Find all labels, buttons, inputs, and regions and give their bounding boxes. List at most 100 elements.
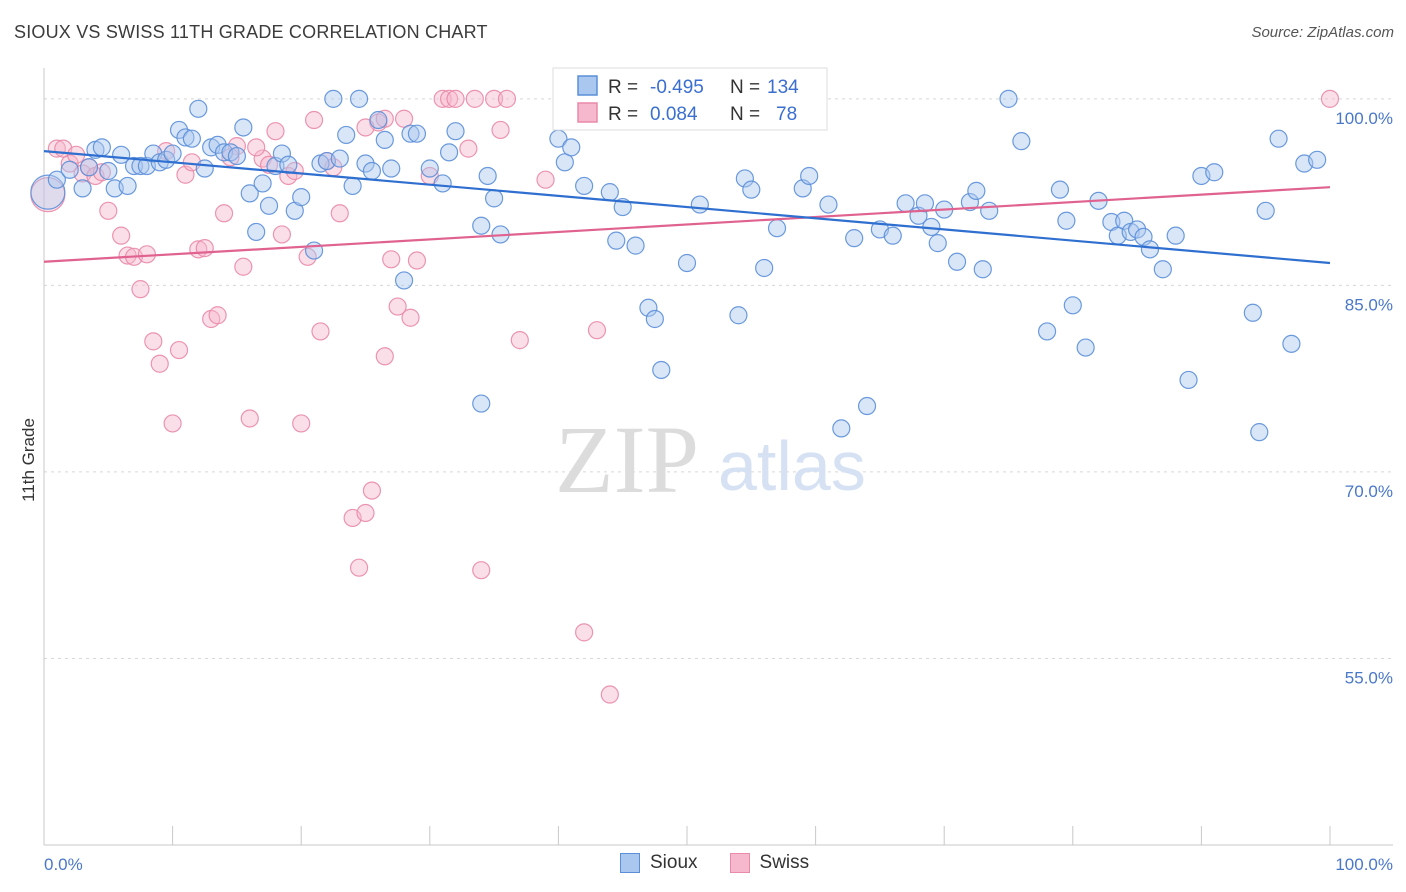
legend-swiss-n-label: N = [730, 104, 760, 125]
sioux-point [562, 138, 581, 157]
sioux-point [575, 176, 594, 196]
swiss-point [362, 481, 382, 500]
sioux-point [626, 236, 645, 255]
legend-item-swiss: Swiss [729, 852, 809, 874]
sioux-point [362, 161, 382, 181]
swiss-point [465, 89, 484, 108]
sioux-point [30, 174, 66, 210]
sioux-point [169, 120, 189, 140]
sioux-point [645, 309, 664, 329]
sioux-point [1256, 201, 1275, 220]
chart-source: Source: ZipAtlas.com [1251, 24, 1394, 41]
swiss-point [587, 321, 607, 340]
sioux-point [401, 124, 420, 143]
swiss-point [240, 409, 259, 428]
swiss-point [407, 251, 427, 270]
sioux-point [234, 118, 253, 137]
sioux-point [600, 183, 619, 202]
swiss-point [497, 89, 517, 108]
sioux-point [240, 184, 259, 203]
sioux-point [652, 360, 671, 380]
sioux-point [915, 194, 935, 213]
sioux-point [1153, 260, 1172, 279]
swiss-point [259, 155, 279, 174]
sioux-point [819, 195, 838, 214]
sioux-point [485, 189, 504, 208]
y-axis-title: 11th Grade [19, 418, 38, 502]
legend-sioux-r-value: -0.495 [650, 77, 704, 98]
swiss-point [112, 226, 131, 245]
watermark-atlas: atlas [718, 427, 866, 505]
swiss-point [1320, 89, 1340, 108]
swiss-point [137, 245, 156, 264]
swiss-trend-line [43, 186, 1331, 263]
swiss-point [208, 306, 227, 325]
swiss-point [472, 561, 491, 580]
sioux-point [832, 419, 851, 438]
swiss-point [214, 204, 234, 223]
swiss-point [163, 414, 182, 433]
swiss-point [311, 322, 330, 341]
swiss-point [401, 308, 420, 327]
sioux-point [1063, 296, 1082, 315]
sioux-point [857, 396, 877, 416]
legend-swiss-r-label: R = [608, 104, 638, 125]
sioux-points [30, 89, 1327, 442]
swiss-point [446, 89, 465, 108]
x-tick-label: 100.0% [1335, 855, 1393, 874]
x-tick-label: 0.0% [44, 855, 83, 874]
sioux-point [999, 89, 1018, 108]
sioux-point [607, 231, 626, 250]
sioux-point [279, 155, 298, 174]
sioux-point [767, 219, 787, 238]
swiss-point [99, 201, 118, 220]
swiss-point [485, 89, 504, 108]
legend-sioux-r-label: R = [608, 77, 638, 98]
y-tick-labels: 55.0% 70.0% 85.0% 100.0% [1335, 109, 1393, 688]
sioux-point [182, 129, 201, 148]
y-tick-label: 70.0% [1345, 482, 1393, 501]
swiss-swatch [729, 853, 750, 873]
sioux-point [292, 188, 311, 207]
y-tick-label: 100.0% [1335, 109, 1393, 128]
sioux-point [1050, 180, 1070, 199]
sioux-point [176, 128, 195, 147]
swiss-point [575, 623, 594, 642]
legend-sioux-swatch [577, 75, 598, 96]
sioux-swatch [620, 853, 640, 873]
sioux-point [47, 170, 66, 189]
sioux-point [163, 144, 182, 163]
sioux-point [729, 306, 748, 325]
sioux-point [420, 159, 439, 178]
swiss-points [30, 89, 1340, 704]
swiss-point [388, 297, 407, 316]
x-tick-labels: 0.0% 100.0% [44, 855, 1393, 874]
swiss-point [439, 89, 459, 108]
sioux-point [478, 166, 497, 186]
sioux-point [1166, 226, 1185, 245]
swiss-point [356, 503, 375, 523]
swiss-point [375, 347, 394, 366]
sioux-point [1012, 132, 1031, 151]
swiss-point [510, 331, 529, 350]
legend-swiss-swatch [577, 102, 598, 123]
sioux-point [1179, 370, 1198, 390]
swiss-point [144, 332, 163, 351]
sioux-point [60, 160, 79, 179]
sioux-point [73, 179, 92, 198]
sioux-point [1250, 423, 1269, 442]
legend-item-sioux: Sioux [620, 852, 698, 874]
sioux-point [960, 192, 980, 212]
sioux-point [1127, 220, 1147, 239]
sioux-point [382, 159, 401, 178]
sioux-point [227, 146, 246, 166]
sioux-point [1282, 334, 1301, 353]
sioux-point [677, 253, 697, 273]
sioux-point [337, 125, 356, 145]
swiss-point [382, 250, 401, 269]
watermark: ZIP atlas [555, 406, 866, 513]
sioux-point [272, 144, 292, 163]
legend-sioux-n-label: N = [730, 77, 760, 98]
y-tick-label: 85.0% [1345, 295, 1393, 314]
sioux-point [195, 159, 214, 178]
